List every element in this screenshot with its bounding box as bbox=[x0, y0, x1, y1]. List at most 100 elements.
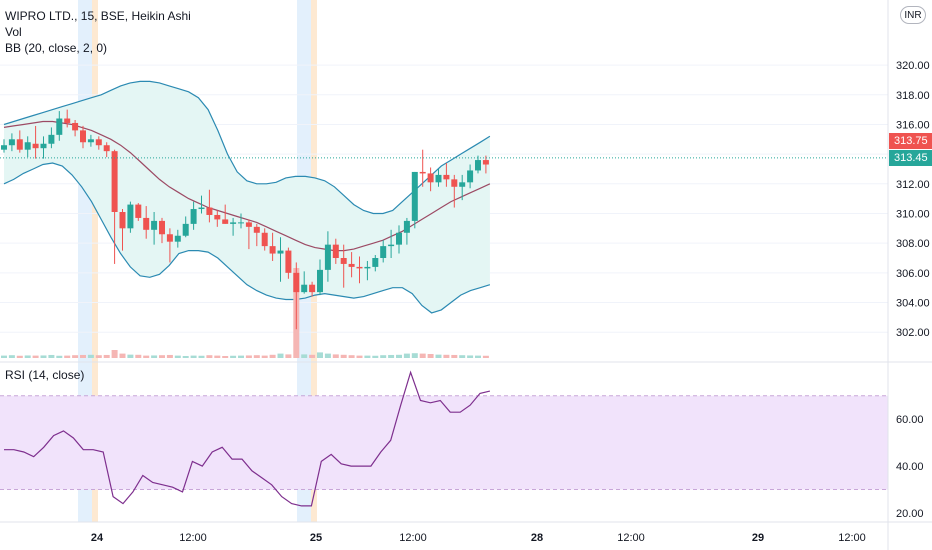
time-tick-label: 12:00 bbox=[399, 532, 427, 544]
volume-bar bbox=[324, 353, 331, 358]
candle-body bbox=[159, 220, 165, 235]
candle-body bbox=[238, 222, 244, 224]
volume-bar bbox=[482, 355, 489, 358]
time-tick-label: 24 bbox=[91, 532, 104, 544]
candle-body bbox=[301, 284, 308, 293]
volume-bar bbox=[419, 353, 426, 358]
candle-body bbox=[451, 179, 458, 187]
volume-bar bbox=[48, 354, 55, 358]
rsi-band bbox=[0, 395, 888, 490]
session-close-band bbox=[92, 0, 98, 522]
candle-body bbox=[467, 170, 474, 183]
candle-body bbox=[8, 139, 15, 146]
volume-bar bbox=[72, 355, 79, 358]
candle-body bbox=[435, 174, 442, 183]
volume-bar bbox=[380, 355, 387, 358]
volume-bar bbox=[451, 354, 458, 358]
volume-bar bbox=[103, 354, 110, 358]
candle-body bbox=[285, 250, 292, 273]
volume-bar bbox=[388, 354, 395, 358]
volume-bar bbox=[40, 355, 47, 358]
candle-body bbox=[356, 266, 363, 269]
candle-body bbox=[324, 244, 331, 270]
volume-bar bbox=[151, 355, 158, 358]
price-tick-label: 304.00 bbox=[896, 298, 930, 310]
volume-bar bbox=[64, 355, 71, 358]
volume-bar bbox=[32, 355, 39, 358]
candle-body bbox=[95, 139, 102, 146]
volume-bar bbox=[356, 355, 363, 358]
candle-body bbox=[230, 222, 237, 224]
volume-bar bbox=[427, 354, 434, 358]
time-tick-label: 12:00 bbox=[838, 532, 866, 544]
volume-bar bbox=[80, 354, 86, 358]
candle-body bbox=[32, 143, 39, 149]
rsi-line bbox=[4, 370, 491, 507]
candle-body bbox=[427, 173, 434, 183]
candle-body bbox=[396, 232, 402, 245]
volume-bar bbox=[214, 355, 221, 358]
currency-button[interactable]: INR bbox=[900, 6, 926, 24]
volume-bar bbox=[277, 353, 284, 358]
volume-bar bbox=[340, 354, 347, 358]
volume-bar bbox=[159, 355, 165, 358]
price-tick-label: 308.00 bbox=[896, 238, 930, 250]
volume-bar bbox=[206, 355, 213, 358]
volume-bar bbox=[396, 354, 402, 358]
volume-bar bbox=[1, 355, 7, 358]
volume-bar bbox=[253, 355, 260, 358]
candle-body bbox=[182, 223, 189, 236]
rsi-pane bbox=[0, 361, 932, 507]
rsi-tick-label: 60.00 bbox=[896, 414, 924, 426]
rsi-legend[interactable]: RSI (14, close) bbox=[5, 368, 85, 382]
volume-bar bbox=[403, 353, 410, 358]
volume-bar bbox=[190, 355, 197, 358]
candle-body bbox=[72, 122, 79, 131]
volume-bar bbox=[372, 355, 379, 358]
volume-bar bbox=[245, 355, 252, 358]
volume-bar bbox=[309, 354, 316, 358]
time-tick-label: 25 bbox=[310, 532, 322, 544]
candle-body bbox=[56, 118, 63, 135]
volume-legend[interactable]: Vol bbox=[5, 25, 22, 39]
volume-bar bbox=[285, 354, 292, 358]
time-tick-label: 28 bbox=[531, 532, 543, 544]
volume-bar bbox=[222, 356, 229, 358]
bb-lower-line bbox=[3, 162, 491, 314]
volume-bar bbox=[16, 355, 23, 358]
volume-bar bbox=[411, 353, 418, 358]
volume-bar bbox=[348, 355, 355, 358]
volume-bar bbox=[238, 355, 244, 358]
volume-bar bbox=[127, 354, 134, 358]
candle-body bbox=[348, 263, 355, 267]
volume-bar bbox=[119, 353, 126, 358]
candle-body bbox=[135, 204, 142, 218]
price-tick-label: 302.00 bbox=[896, 327, 930, 339]
symbol-legend[interactable]: WIPRO LTD., 15, BSE, Heikin Ashi bbox=[5, 9, 191, 23]
candle-body bbox=[222, 219, 229, 224]
candle-body bbox=[253, 226, 260, 233]
volume-bar bbox=[135, 354, 142, 358]
candle-body bbox=[403, 220, 410, 233]
bb-legend[interactable]: BB (20, close, 2, 0) bbox=[5, 41, 108, 55]
candle-body bbox=[64, 118, 71, 123]
price-tick-label: 306.00 bbox=[896, 268, 930, 280]
candle-body bbox=[111, 151, 118, 212]
time-tick-label: 12:00 bbox=[617, 532, 645, 544]
price-tick-label: 316.00 bbox=[896, 119, 930, 131]
rsi-tick-label: 20.00 bbox=[896, 508, 924, 520]
candle-body bbox=[309, 284, 316, 293]
candle-body bbox=[317, 269, 323, 293]
candle-body bbox=[388, 244, 395, 247]
candle-body bbox=[245, 222, 252, 227]
volume-bar bbox=[95, 355, 102, 358]
candlesticks[interactable] bbox=[0, 109, 888, 330]
volume-bar bbox=[475, 355, 481, 358]
candle-body bbox=[482, 160, 489, 165]
volume-bar bbox=[24, 355, 31, 358]
last-price-tag: 313.75 bbox=[889, 133, 932, 149]
candle-body bbox=[475, 160, 481, 171]
volume-bar bbox=[301, 354, 308, 358]
